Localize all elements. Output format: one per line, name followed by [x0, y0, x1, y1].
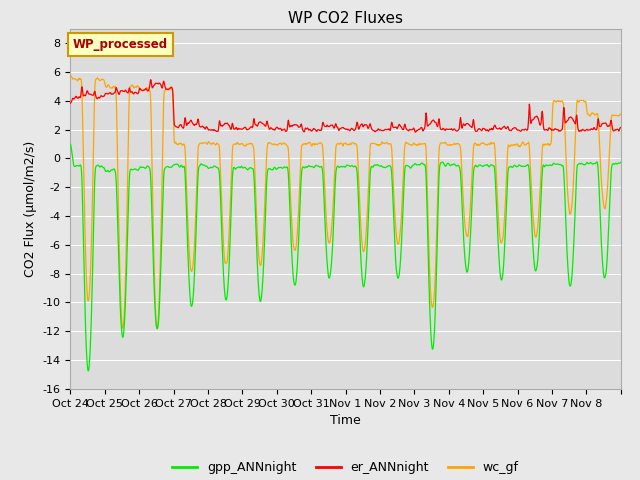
Title: WP CO2 Fluxes: WP CO2 Fluxes: [288, 11, 403, 26]
Y-axis label: CO2 Flux (μmol/m2/s): CO2 Flux (μmol/m2/s): [24, 141, 37, 277]
Legend: gpp_ANNnight, er_ANNnight, wc_gf: gpp_ANNnight, er_ANNnight, wc_gf: [168, 456, 524, 479]
X-axis label: Time: Time: [330, 414, 361, 427]
Text: WP_processed: WP_processed: [73, 38, 168, 51]
